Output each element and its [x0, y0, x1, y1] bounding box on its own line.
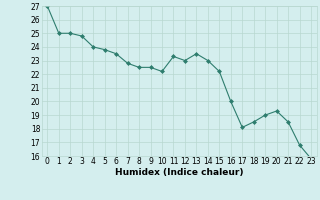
- X-axis label: Humidex (Indice chaleur): Humidex (Indice chaleur): [115, 168, 244, 177]
